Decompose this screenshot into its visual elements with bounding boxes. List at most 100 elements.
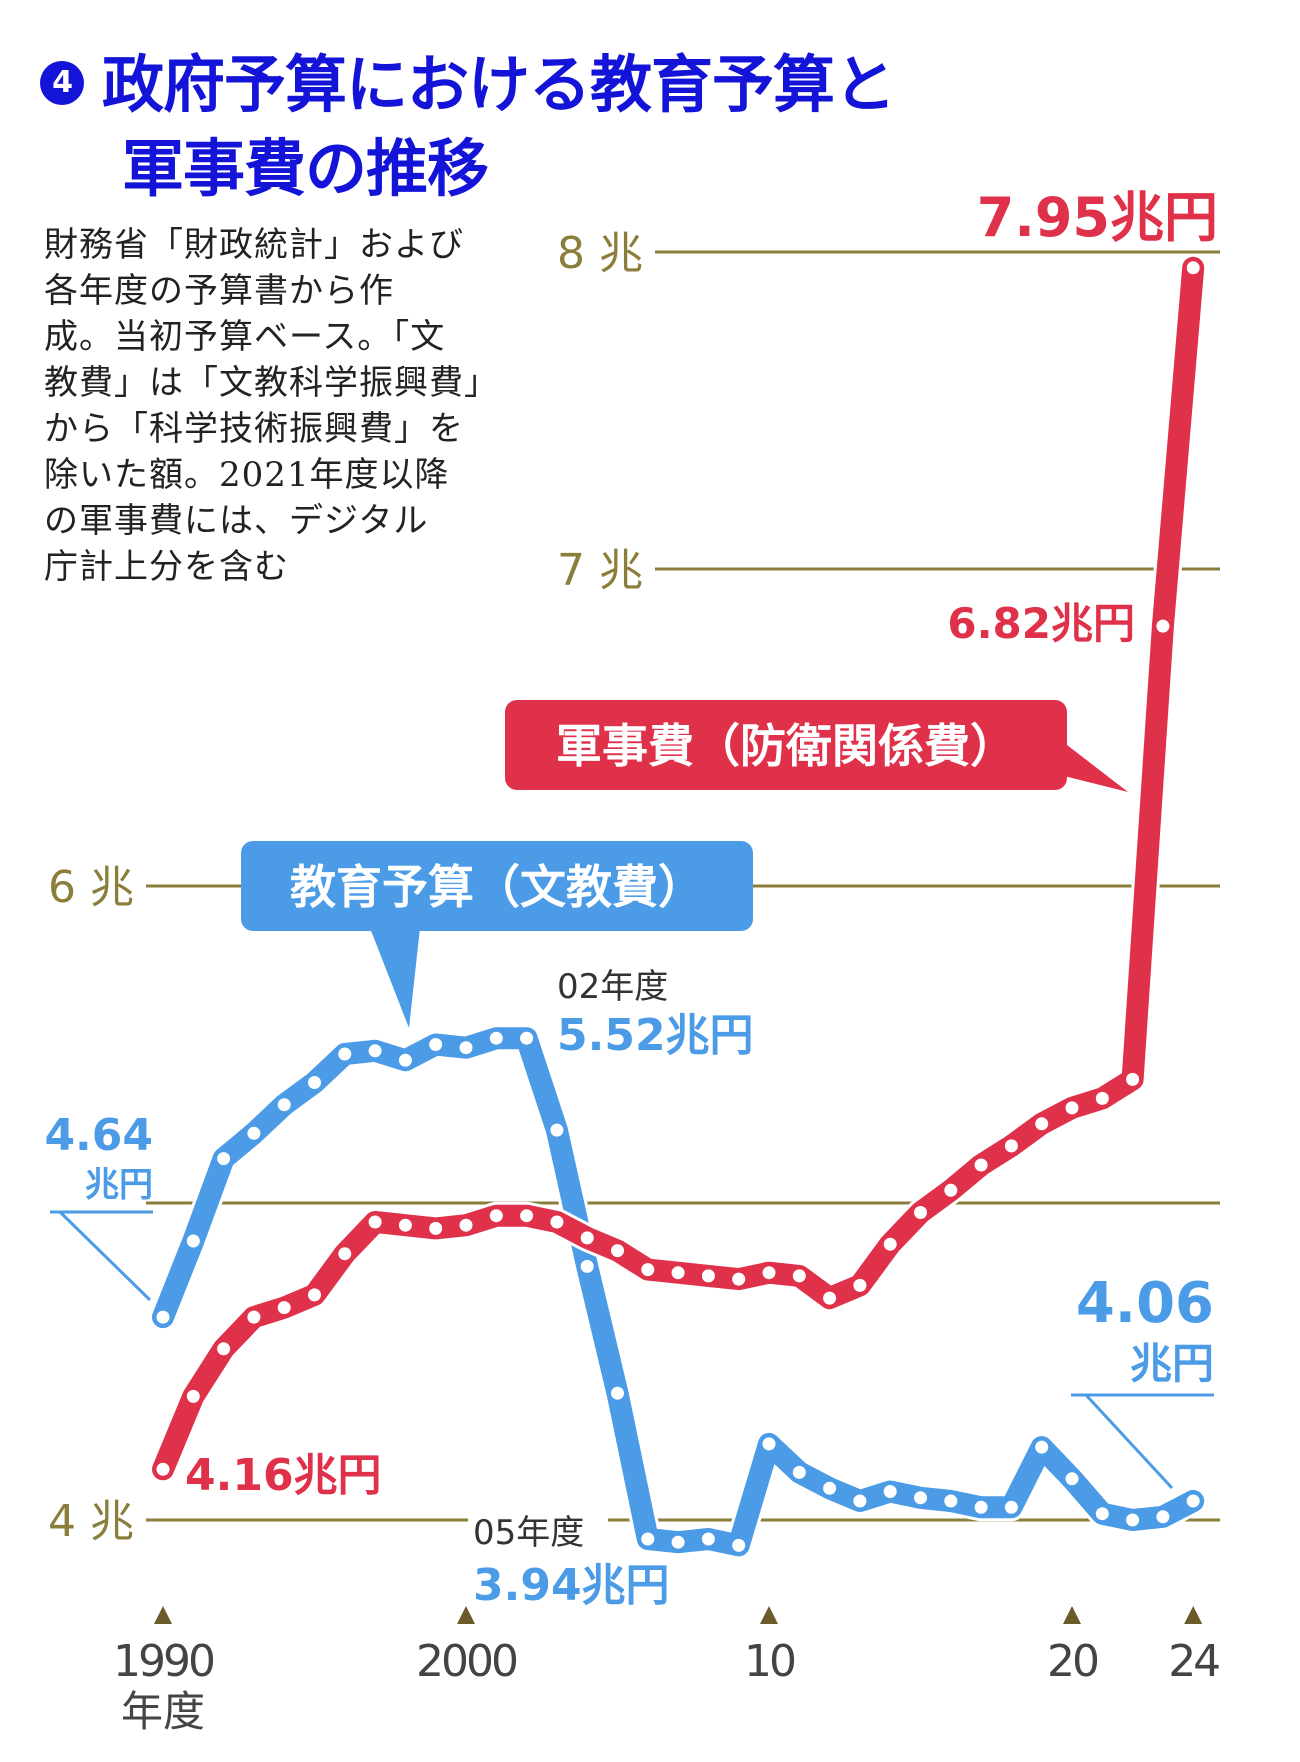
military-point-1993 bbox=[247, 1310, 261, 1324]
military-point-2018 bbox=[1004, 1139, 1018, 1153]
education-point-1996 bbox=[338, 1047, 352, 1061]
education-point-2015 bbox=[914, 1491, 927, 1505]
series-education bbox=[149, 1024, 1208, 1560]
military-point-2016 bbox=[944, 1183, 958, 1197]
legend-military-label: 軍事費（防衛関係費） bbox=[556, 719, 1016, 773]
education-point-1991 bbox=[186, 1234, 200, 1248]
note-line: の軍事費には、デジタル bbox=[44, 501, 429, 541]
education-point-2018 bbox=[1004, 1500, 1018, 1514]
label-education-2005-value: 3.94兆円 bbox=[473, 1560, 670, 1611]
education-point-2008 bbox=[701, 1532, 715, 1546]
x-tick-label: 24 bbox=[1168, 1636, 1219, 1687]
education-point-2002 bbox=[520, 1031, 534, 1045]
education-point-1994 bbox=[277, 1098, 291, 1112]
military-point-2011 bbox=[792, 1269, 806, 1283]
legend-education: 教育予算（文教費） bbox=[241, 841, 753, 1028]
military-point-2021 bbox=[1095, 1091, 1109, 1105]
x-axis-unit-label: 年度 bbox=[121, 1687, 205, 1736]
education-point-2001 bbox=[489, 1031, 503, 1045]
legend-education-label: 教育予算（文教費） bbox=[290, 860, 704, 914]
military-point-2009 bbox=[732, 1272, 746, 1286]
military-point-2020 bbox=[1065, 1101, 1079, 1115]
education-point-1993 bbox=[247, 1126, 261, 1140]
label-military-2023: 6.82兆円 bbox=[947, 599, 1135, 648]
note-line: 除いた額。2021年度以降 bbox=[44, 455, 450, 495]
military-point-1991 bbox=[186, 1389, 200, 1403]
education-point-2004 bbox=[580, 1259, 594, 1273]
x-tick-label: 2000 bbox=[416, 1636, 517, 1687]
x-tick-marker bbox=[1063, 1606, 1081, 1624]
label-military-2024: 7.95兆円 bbox=[977, 186, 1218, 249]
note-line: 財務省「財政統計」および bbox=[44, 225, 464, 265]
label-education-2024-value: 4.06 bbox=[1076, 1271, 1214, 1336]
military-point-1997 bbox=[368, 1215, 382, 1229]
x-tick-marker bbox=[457, 1606, 475, 1624]
education-point-2012 bbox=[823, 1481, 837, 1495]
y-axis-labels: 8 兆 7 兆 6 兆 4 兆 bbox=[48, 228, 643, 1547]
label-education-2024-unit: 兆円 bbox=[1130, 1339, 1214, 1388]
military-point-2014 bbox=[883, 1237, 897, 1251]
military-point-2001 bbox=[489, 1209, 503, 1223]
education-point-2016 bbox=[944, 1494, 958, 1508]
military-point-2013 bbox=[853, 1278, 867, 1292]
military-point-2002 bbox=[520, 1209, 534, 1223]
military-point-2007 bbox=[671, 1266, 685, 1280]
education-point-2005 bbox=[611, 1386, 624, 1400]
y-tick-label: 4 兆 bbox=[48, 1496, 134, 1547]
x-tick-marker bbox=[760, 1606, 778, 1624]
education-point-2024 bbox=[1186, 1494, 1200, 1508]
military-point-1998 bbox=[398, 1218, 412, 1232]
legend-education-box bbox=[241, 841, 753, 931]
label-military-1990: 4.16兆円 bbox=[185, 1450, 382, 1501]
y-tick-label: 8 兆 bbox=[557, 228, 643, 279]
source-note: 財務省「財政統計」および 各年度の予算書から作 成。当初予算ベース。「文 教費」… bbox=[44, 222, 514, 590]
label-education-2005-year: 05年度 bbox=[473, 1513, 584, 1553]
military-point-2000 bbox=[459, 1218, 473, 1232]
education-point-1997 bbox=[368, 1044, 382, 1058]
x-tick-label: 1990 bbox=[113, 1636, 214, 1687]
education-point-2007 bbox=[671, 1535, 685, 1549]
note-line: から「科学技術振興費」を bbox=[44, 409, 464, 449]
x-tick-label: 10 bbox=[744, 1636, 795, 1687]
military-point-1994 bbox=[277, 1301, 291, 1315]
number-badge: 4 bbox=[40, 60, 84, 105]
education-point-1992 bbox=[217, 1152, 231, 1166]
military-point-2005 bbox=[611, 1244, 624, 1258]
military-point-2023 bbox=[1156, 619, 1170, 633]
leader-line-edu-1990-diag bbox=[58, 1210, 152, 1302]
legend-military-box bbox=[505, 700, 1067, 790]
chart-title-line-2: 軍事費の推移 bbox=[122, 132, 489, 205]
education-point-2022 bbox=[1126, 1513, 1140, 1527]
education-point-1999 bbox=[429, 1038, 443, 1051]
note-line: 教費」は「文教科学振興費」 bbox=[44, 363, 499, 403]
y-tick-label: 7 兆 bbox=[557, 545, 643, 596]
education-point-2000 bbox=[459, 1041, 473, 1055]
education-point-2021 bbox=[1095, 1507, 1109, 1521]
legend-military: 軍事費（防衛関係費） bbox=[505, 700, 1128, 792]
note-line: 庁計上分を含む bbox=[44, 547, 289, 587]
y-tick-label: 6 兆 bbox=[48, 862, 134, 913]
legend-education-pointer bbox=[370, 928, 420, 1028]
note-line: 各年度の予算書から作 bbox=[44, 271, 394, 311]
military-point-2017 bbox=[974, 1158, 988, 1172]
education-point-2023 bbox=[1156, 1510, 1170, 1524]
label-education-2002-value: 5.52兆円 bbox=[557, 1010, 754, 1061]
military-point-2015 bbox=[914, 1206, 927, 1219]
education-point-2009 bbox=[732, 1538, 746, 1552]
military-point-2022 bbox=[1126, 1072, 1140, 1086]
military-point-2012 bbox=[823, 1291, 837, 1305]
legend-military-pointer bbox=[1040, 745, 1128, 792]
military-point-1999 bbox=[429, 1221, 443, 1235]
military-point-2003 bbox=[550, 1215, 564, 1229]
education-point-2011 bbox=[792, 1465, 806, 1479]
military-point-1996 bbox=[338, 1247, 352, 1261]
military-point-2019 bbox=[1035, 1117, 1049, 1131]
note-line: 成。当初予算ベース。「文 bbox=[44, 317, 446, 357]
education-point-1995 bbox=[308, 1076, 321, 1089]
chart-title-line-1: 4 政府予算における教育予算と bbox=[40, 34, 896, 124]
label-education-1990-value: 4.64 bbox=[44, 1110, 153, 1161]
education-point-2014 bbox=[883, 1485, 897, 1498]
education-point-2006 bbox=[641, 1532, 655, 1546]
x-tick-label: 20 bbox=[1047, 1636, 1098, 1687]
